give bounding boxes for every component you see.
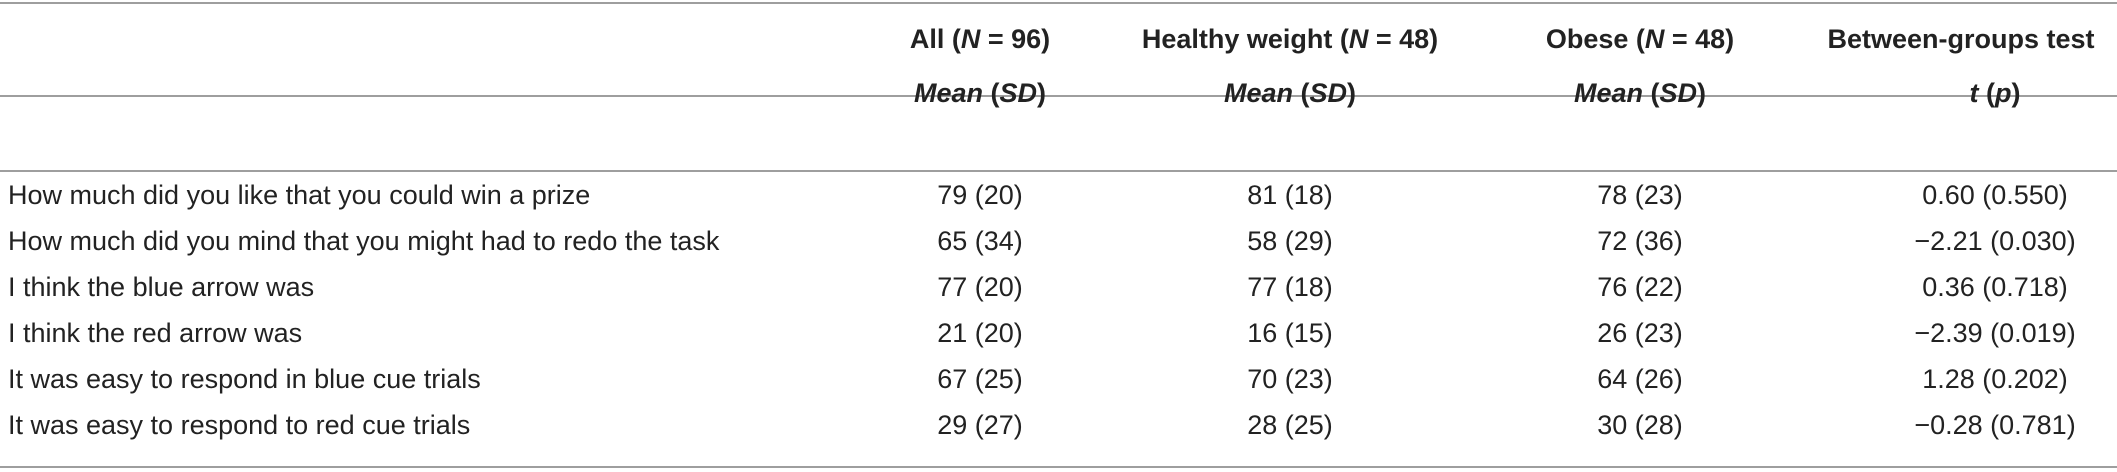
subheader-test: t (p) xyxy=(1870,78,2117,109)
cell-test: 0.60 (0.550) xyxy=(1922,180,2068,210)
cell-test: −2.21 (0.030) xyxy=(1914,226,2076,256)
cell-obese: 30 (28) xyxy=(1597,410,1683,440)
cell-all: 67 (25) xyxy=(937,364,1023,394)
cell-healthy: 58 (29) xyxy=(1247,226,1333,256)
cell-obese: 64 (26) xyxy=(1597,364,1683,394)
table-row: It was easy to respond to red cue trials… xyxy=(0,402,2117,448)
cell-healthy: 28 (25) xyxy=(1247,410,1333,440)
cell-all: 77 (20) xyxy=(937,272,1023,302)
row-label: I think the blue arrow was xyxy=(8,272,315,302)
subheader-stat: Mean xyxy=(1223,78,1293,108)
subheader-paren: ( xyxy=(1293,78,1310,108)
cell-healthy: 81 (18) xyxy=(1247,180,1333,210)
cell-all: 21 (20) xyxy=(937,318,1023,348)
subheader-paren: ) xyxy=(1037,78,1047,108)
subheader-healthy: Mean (SD) xyxy=(1190,78,1390,109)
column-header-text: = 48) xyxy=(1664,24,1735,54)
subheader-stat: Mean xyxy=(1573,78,1643,108)
subheader-paren: ( xyxy=(1643,78,1660,108)
subheader-stat: SD xyxy=(1309,78,1348,108)
cell-obese: 76 (22) xyxy=(1597,272,1683,302)
column-header-all: All (N = 96) xyxy=(840,24,1120,55)
cell-healthy: 70 (23) xyxy=(1247,364,1333,394)
table-bottom-rule xyxy=(0,466,2117,468)
subheader-stat: SD xyxy=(1659,78,1698,108)
table-row: How much did you like that you could win… xyxy=(0,172,2117,218)
column-header-var: N xyxy=(1348,24,1369,54)
subheader-stat: t xyxy=(1969,78,1979,108)
subheader-paren: ) xyxy=(1347,78,1357,108)
subheader-divider-rule xyxy=(0,170,2117,172)
column-header-text: Obese ( xyxy=(1545,24,1645,54)
header-divider-rule xyxy=(0,95,2117,97)
cell-all: 79 (20) xyxy=(937,180,1023,210)
cell-obese: 72 (36) xyxy=(1597,226,1683,256)
column-header-obese: Obese (N = 48) xyxy=(1500,24,1780,55)
column-header-var: N xyxy=(960,24,981,54)
row-label: It was easy to respond in blue cue trial… xyxy=(8,364,481,394)
subheader-all: Mean (SD) xyxy=(880,78,1080,109)
cell-obese: 78 (23) xyxy=(1597,180,1683,210)
table-top-rule xyxy=(0,2,2117,4)
cell-healthy: 77 (18) xyxy=(1247,272,1333,302)
subheader-stat: SD xyxy=(999,78,1038,108)
column-header-test: Between-groups test xyxy=(1805,24,2117,55)
column-header-text: Between-groups test xyxy=(1827,24,2095,54)
column-header-text: = 96) xyxy=(980,24,1051,54)
subheader-paren: ) xyxy=(1697,78,1707,108)
subheader-stat: Mean xyxy=(913,78,983,108)
column-header-text: All ( xyxy=(909,24,961,54)
row-label: How much did you like that you could win… xyxy=(8,180,591,210)
cell-test: 0.36 (0.718) xyxy=(1922,272,2068,302)
subheader-paren: ) xyxy=(2011,78,2021,108)
table-row: I think the blue arrow was 77 (20) 77 (1… xyxy=(0,264,2117,310)
subheader-obese: Mean (SD) xyxy=(1540,78,1740,109)
cell-all: 29 (27) xyxy=(937,410,1023,440)
subheader-paren: ( xyxy=(983,78,1000,108)
table-row: I think the red arrow was 21 (20) 16 (15… xyxy=(0,310,2117,356)
row-label: How much did you mind that you might had… xyxy=(8,226,720,256)
cell-all: 65 (34) xyxy=(937,226,1023,256)
cell-test: 1.28 (0.202) xyxy=(1922,364,2068,394)
column-header-text: Healthy weight ( xyxy=(1141,24,1349,54)
row-label: It was easy to respond to red cue trials xyxy=(8,410,471,440)
row-label: I think the red arrow was xyxy=(8,318,303,348)
subheader-paren: ( xyxy=(1978,78,1995,108)
table-row: It was easy to respond in blue cue trial… xyxy=(0,356,2117,402)
cell-obese: 26 (23) xyxy=(1597,318,1683,348)
subheader-stat: p xyxy=(1995,78,2012,108)
column-header-var: N xyxy=(1644,24,1665,54)
cell-healthy: 16 (15) xyxy=(1247,318,1333,348)
column-header-text: = 48) xyxy=(1368,24,1439,54)
table-row: How much did you mind that you might had… xyxy=(0,218,2117,264)
cell-test: −2.39 (0.019) xyxy=(1914,318,2076,348)
cell-test: −0.28 (0.781) xyxy=(1914,410,2076,440)
column-header-healthy: Healthy weight (N = 48) xyxy=(1100,24,1480,55)
